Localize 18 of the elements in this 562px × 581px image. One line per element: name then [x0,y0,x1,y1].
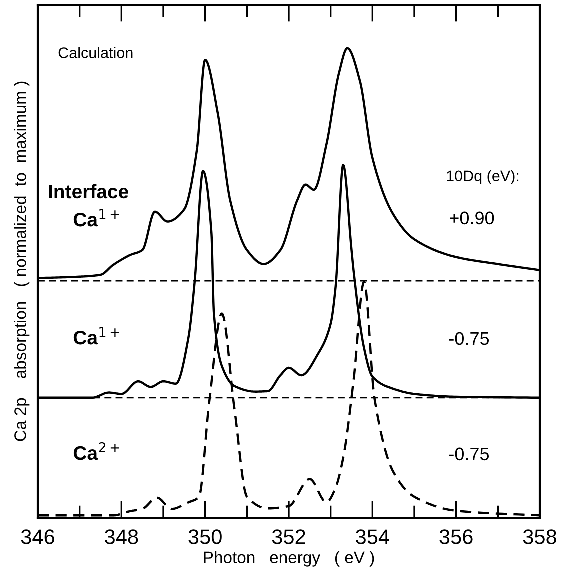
y-axis-title: Ca 2p absorption ( normalized to maximum ) [14,82,30,442]
x-tick-label: 348 [105,530,138,544]
annotation: -0.75 [449,448,490,461]
x-tick-label: 356 [440,530,473,544]
annotation: -0.75 [449,332,490,346]
annotation: Calculation [58,47,133,58]
annotation: 10Dq (eV): [447,170,519,185]
x-tick-label: 350 [188,530,222,544]
x-tick-label: 352 [272,530,306,544]
annotation: Ca$^{2+}$ [74,442,120,460]
annotation: +0.90 [450,212,494,225]
annotation: Ca$^{1+}$ [74,327,120,345]
x-tick-label: 358 [523,530,556,544]
annotation: Interface [49,184,128,199]
x-tick-label: 346 [21,530,54,544]
x-tick-label: 354 [356,530,390,544]
x-axis-title: Photon energy ( eV ) [204,551,374,567]
annotation: Ca$^{1+}$ [74,209,120,227]
